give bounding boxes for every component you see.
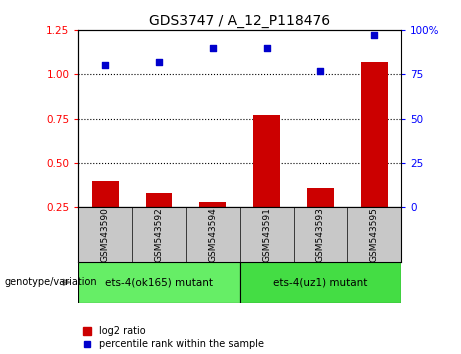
Text: genotype/variation: genotype/variation xyxy=(5,277,97,287)
Point xyxy=(209,45,217,51)
Bar xyxy=(92,181,118,207)
Bar xyxy=(361,62,388,207)
Point xyxy=(317,68,324,74)
Text: ets-4(ok165) mutant: ets-4(ok165) mutant xyxy=(105,277,213,287)
Point xyxy=(263,45,270,51)
Text: GSM543590: GSM543590 xyxy=(101,207,110,262)
Text: GSM543591: GSM543591 xyxy=(262,207,271,262)
Point xyxy=(101,63,109,68)
Point xyxy=(371,33,378,38)
Text: GSM543595: GSM543595 xyxy=(370,207,378,262)
Text: GSM543594: GSM543594 xyxy=(208,207,217,262)
Bar xyxy=(253,115,280,207)
Bar xyxy=(146,193,172,207)
Title: GDS3747 / A_12_P118476: GDS3747 / A_12_P118476 xyxy=(149,14,330,28)
Point xyxy=(155,59,163,65)
Text: ets-4(uz1) mutant: ets-4(uz1) mutant xyxy=(273,277,367,287)
Text: GSM543592: GSM543592 xyxy=(154,207,164,262)
Bar xyxy=(199,202,226,207)
Bar xyxy=(78,262,240,303)
Legend: log2 ratio, percentile rank within the sample: log2 ratio, percentile rank within the s… xyxy=(83,326,264,349)
Text: GSM543593: GSM543593 xyxy=(316,207,325,262)
Bar xyxy=(240,262,401,303)
Bar xyxy=(307,188,334,207)
